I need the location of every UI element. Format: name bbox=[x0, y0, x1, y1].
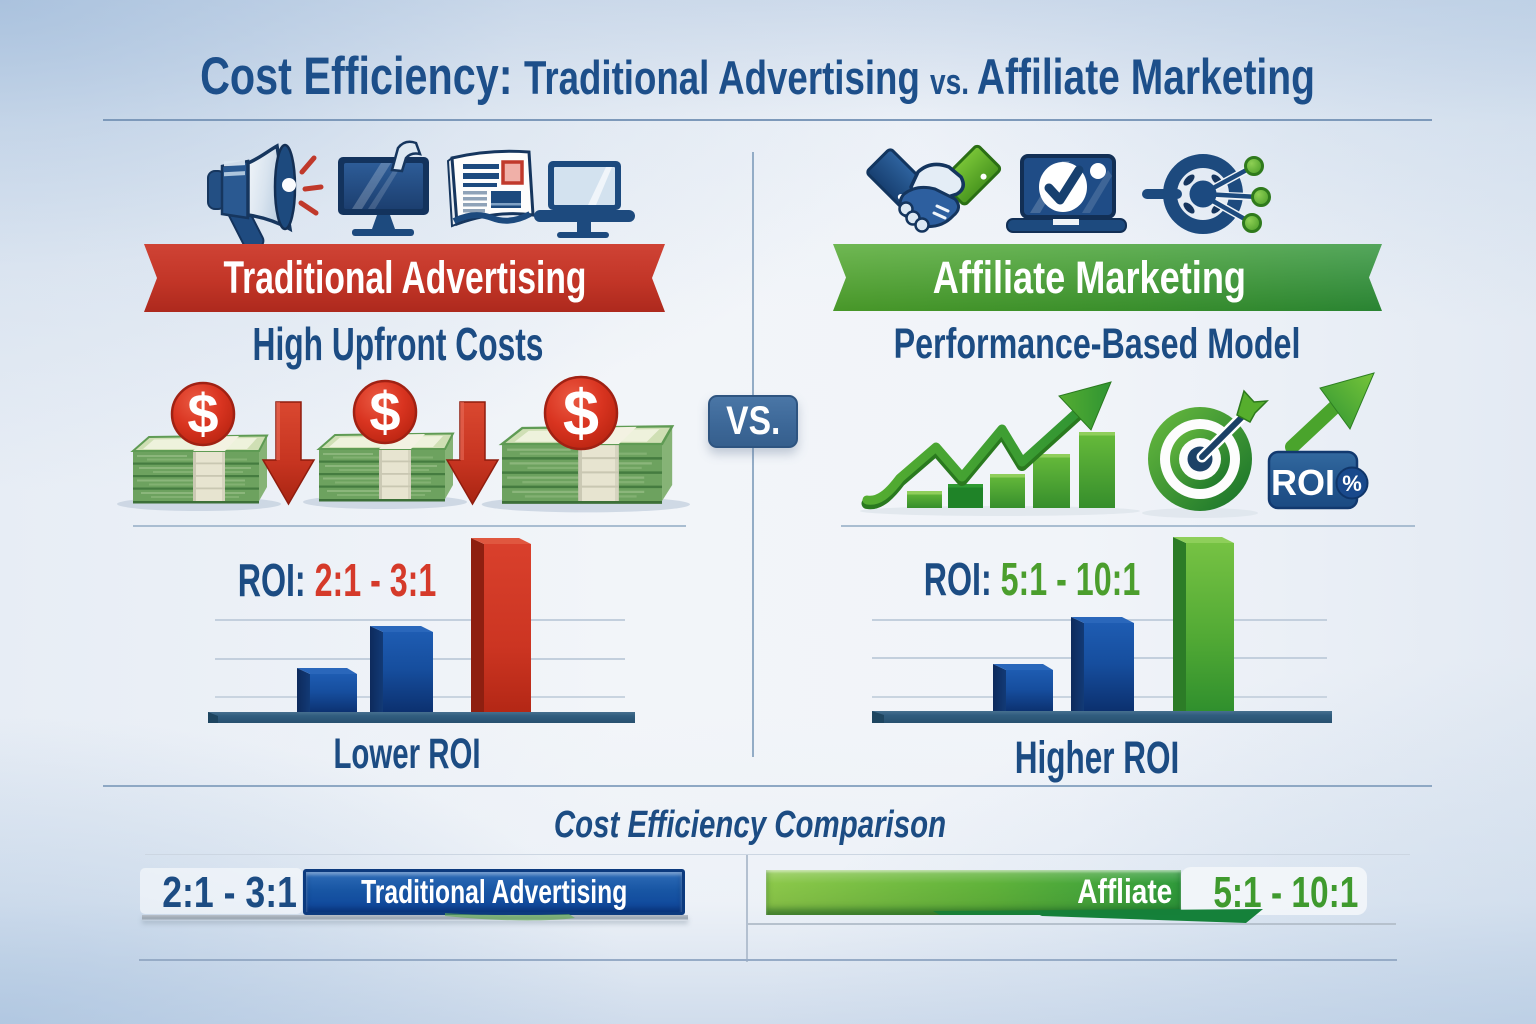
svg-text:ROI: ROI bbox=[1271, 462, 1335, 503]
svg-text:$: $ bbox=[563, 376, 599, 449]
svg-text:$: $ bbox=[369, 380, 400, 443]
svg-text:$: $ bbox=[187, 382, 218, 445]
svg-text:%: % bbox=[1342, 471, 1362, 496]
